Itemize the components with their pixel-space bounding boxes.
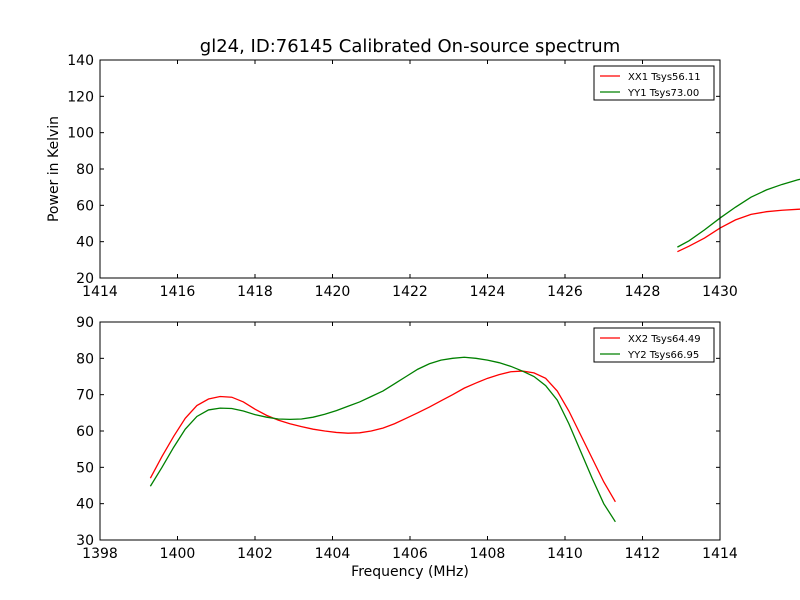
top-panel: 1414 1416 1418 1420 1422 1424 1426 1428 1430 20 40… bbox=[67, 53, 800, 300]
y-tick-label: 60 bbox=[76, 198, 94, 214]
x-tick-label: 1408 bbox=[470, 546, 506, 562]
y-tick-label: 40 bbox=[76, 235, 94, 251]
y-tick-label: 50 bbox=[76, 460, 94, 476]
x-axis-label: Frequency (MHz) bbox=[351, 564, 469, 580]
y-tick-label: 40 bbox=[76, 497, 94, 513]
y-tick-label: 30 bbox=[76, 533, 94, 549]
x-tick-label: 1414 bbox=[82, 284, 118, 300]
legend-box bbox=[593, 327, 715, 363]
legend-box bbox=[593, 65, 715, 101]
x-tick-label: 1416 bbox=[160, 284, 196, 300]
legend-label: YY2 Tsys66.95 bbox=[627, 350, 699, 361]
x-tick-label: 1412 bbox=[625, 546, 661, 562]
y-tick-label: 100 bbox=[67, 126, 94, 142]
legend-label: XX1 Tsys56.11 bbox=[628, 72, 701, 83]
x-tick-label: 1418 bbox=[237, 284, 273, 300]
series-line-2 bbox=[149, 356, 616, 523]
x-tick-label: 1422 bbox=[392, 284, 428, 300]
x-tick-label: 1398 bbox=[82, 546, 118, 562]
legend: XX2 Tsys64.49 YY2 Tsys66.95 bbox=[593, 327, 715, 363]
y-tick-label: 60 bbox=[76, 424, 94, 440]
x-tick-label: 1410 bbox=[547, 546, 583, 562]
y-tick-label: 140 bbox=[67, 53, 94, 69]
legend-label: XX2 Tsys64.49 bbox=[628, 334, 701, 345]
y-tick-label: 120 bbox=[67, 89, 94, 105]
series-line-1 bbox=[677, 208, 800, 253]
series-line-2 bbox=[677, 178, 800, 248]
x-tick-label: 1430 bbox=[702, 284, 738, 300]
x-tick-label: 1400 bbox=[160, 546, 196, 562]
x-tick-label: 1402 bbox=[237, 546, 273, 562]
series-line-1 bbox=[149, 370, 616, 503]
x-tick-label: 1420 bbox=[315, 284, 351, 300]
y-tick-label: 80 bbox=[76, 162, 94, 178]
y-tick-label: 80 bbox=[76, 351, 94, 367]
x-tick-label: 1428 bbox=[625, 284, 661, 300]
legend-label: YY1 Tsys73.00 bbox=[627, 88, 699, 99]
x-tick-label: 1404 bbox=[315, 546, 351, 562]
legend: XX1 Tsys56.11 YY1 Tsys73.00 bbox=[593, 65, 715, 101]
y-axis-label: Power in Kelvin bbox=[46, 116, 62, 222]
x-tick-label: 1424 bbox=[470, 284, 506, 300]
y-tick-label: 90 bbox=[76, 315, 94, 331]
y-tick-label: 20 bbox=[76, 271, 94, 287]
y-tick-label: 70 bbox=[76, 388, 94, 404]
x-tick-label: 1406 bbox=[392, 546, 428, 562]
chart-title: gl24, ID:76145 Calibrated On-source spec… bbox=[200, 36, 620, 57]
x-tick-label: 1426 bbox=[547, 284, 583, 300]
x-tick-label: 1414 bbox=[702, 546, 738, 562]
bottom-panel: 1398 1400 1402 1404 1406 1408 1410 1412 1414 30 40… bbox=[76, 315, 738, 562]
